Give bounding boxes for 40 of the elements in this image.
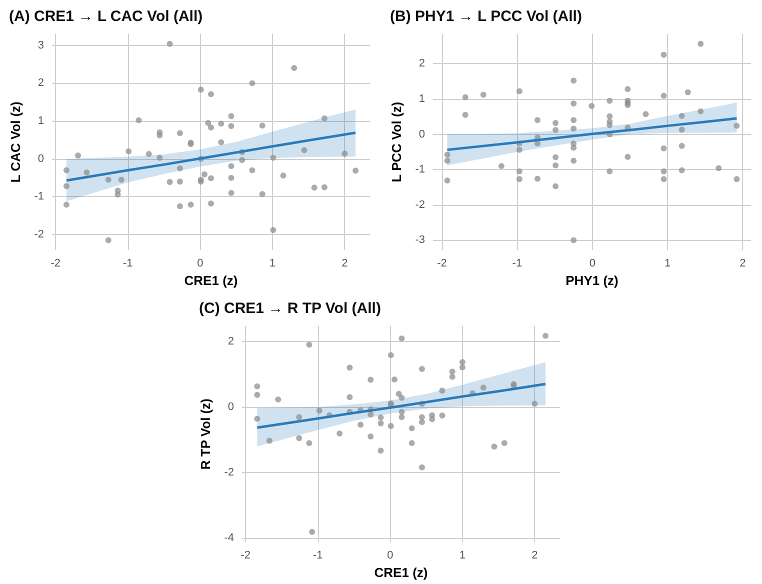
x-tick-label: -1 [512,258,522,270]
x-tick-label: 2 [740,258,746,270]
y-tick-label: 2 [38,77,44,90]
x-tick-label: -2 [50,258,61,270]
y-tick-label: 0 [228,400,234,413]
x-tick-label: -1 [312,550,323,562]
x-axis-title: CRE1 (z) [374,565,428,580]
y-tick-label: -4 [224,532,234,544]
y-tick-label: -2 [224,466,234,479]
x-tick-label: 0 [387,550,394,562]
y-axis-title: R TP Vol (z) [198,398,213,470]
y-axis-title: L PCC Vol (z) [389,102,404,182]
x-tick-label: 1 [269,258,276,270]
y-tick-label: -2 [34,228,44,241]
y-axis-title: L CAC Vol (z) [8,101,23,183]
x-tick-label: -1 [122,258,133,270]
y-tick-label: 0 [418,128,425,140]
y-tick-label: -1 [34,190,44,203]
x-tick-label: -2 [240,550,251,562]
x-tick-label: 0 [589,258,596,270]
chart-title: (B) PHY1 → L PCC Vol (All) [390,8,582,25]
x-tick-label: 1 [459,550,466,562]
y-tick-label: 2 [228,335,234,348]
x-tick-label: -2 [437,258,447,270]
x-axis-title: PHY1 (z) [566,273,618,288]
chart-title: (A) CRE1 → L CAC Vol (All) [9,8,203,25]
y-tick-label: -2 [415,198,425,211]
y-tick-label: 3 [38,39,44,52]
x-tick-label: 1 [664,258,671,270]
y-tick-label: 0 [38,152,44,165]
x-tick-label: 0 [197,258,204,270]
y-tick-label: -3 [415,234,425,246]
y-tick-label: 2 [418,58,425,70]
x-tick-label: 2 [532,550,538,562]
y-tick-label: 1 [38,115,44,128]
chart-title: (C) CRE1 → R TP Vol (All) [199,300,381,317]
y-tick-label: 1 [418,92,425,105]
x-axis-title: CRE1 (z) [184,273,238,288]
y-tick-label: -1 [415,164,425,176]
x-tick-label: 2 [342,258,348,270]
